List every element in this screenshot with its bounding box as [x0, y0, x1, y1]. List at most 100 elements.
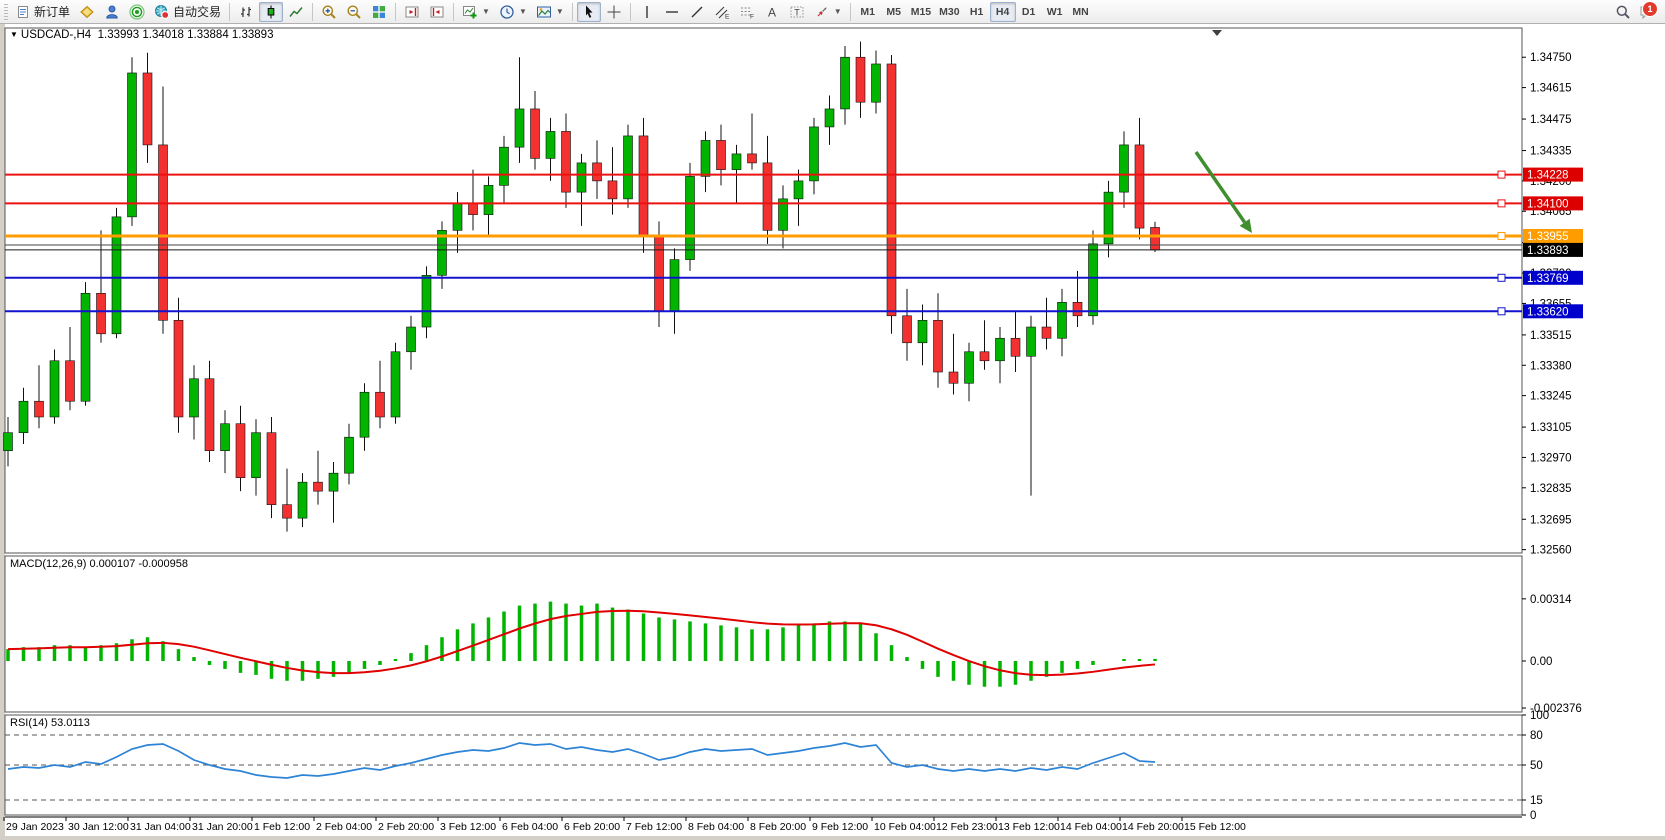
svg-text:1.33893: 1.33893: [1527, 245, 1569, 257]
chart-title: ▼ USDCAD-,H4 1.33993 1.34018 1.33884 1.33…: [10, 29, 273, 41]
time-axis-label: 2 Feb 20:00: [378, 821, 434, 833]
svg-text:1.33620: 1.33620: [1527, 306, 1569, 318]
fibonacci-tool-button[interactable]: F: [735, 2, 759, 22]
timeframe-h4-button[interactable]: H4: [989, 1, 1016, 22]
candle-body: [251, 432, 261, 478]
candle-body: [979, 351, 990, 362]
auto-scroll-icon: [405, 6, 419, 17]
line-anchor-marker[interactable]: [1497, 199, 1506, 208]
symbol-dropdown-icon[interactable]: ▼: [10, 30, 18, 39]
horizontal-lines-layer: [5, 170, 1522, 316]
svg-text:F: F: [750, 13, 754, 20]
fibonacci-icon: F: [740, 7, 754, 20]
candle-body: [220, 423, 230, 451]
dropdown-caret-icon: ▼: [482, 7, 490, 16]
price-chart-canvas[interactable]: 1.347501.346151.344751.343351.342001.340…: [0, 24, 1665, 840]
candle-body: [840, 56, 850, 110]
separator: [312, 2, 314, 21]
zoom-in-button[interactable]: [317, 2, 341, 22]
cursor-tool-button[interactable]: [576, 1, 601, 22]
time-axis-label: 3 Feb 12:00: [440, 821, 496, 833]
candle-body: [1057, 302, 1067, 339]
zoom-out-button[interactable]: [342, 2, 366, 22]
zoom-out-icon: [347, 5, 361, 19]
toolbar-grip[interactable]: [4, 3, 8, 20]
line-chart-mode-button[interactable]: [284, 2, 308, 22]
svg-text:1.34100: 1.34100: [1527, 198, 1569, 210]
rsi-axis-tick: 80: [1530, 730, 1543, 742]
auto-trading-icon: [155, 4, 170, 19]
candle-body: [421, 275, 432, 328]
horizontal-line-tool-button[interactable]: [660, 2, 684, 22]
accounts-button[interactable]: [100, 2, 124, 22]
time-axis-label: 29 Jan 2023: [6, 821, 64, 833]
person-icon: [106, 5, 118, 18]
tile-windows-button[interactable]: [367, 2, 391, 22]
candle-body: [313, 481, 323, 492]
candle-body: [948, 371, 959, 384]
dropdown-caret-icon: ▼: [833, 7, 842, 16]
bar-chart-mode-button[interactable]: [234, 2, 258, 22]
templates-button[interactable]: ▼: [532, 2, 568, 22]
candlestick-mode-button[interactable]: [259, 1, 284, 22]
vertical-line-tool-button[interactable]: [635, 2, 659, 22]
notification-badge: 1: [1642, 0, 1658, 17]
time-axis-label: 30 Jan 12:00: [68, 821, 129, 833]
time-axis-label: 15 Feb 12:00: [1184, 821, 1246, 833]
candle-body: [359, 391, 370, 438]
timeframe-h1-button[interactable]: H1: [964, 2, 990, 22]
timeframe-m30-button[interactable]: M30: [935, 2, 963, 22]
svg-text:1.33955: 1.33955: [1527, 231, 1569, 243]
separator: [629, 2, 631, 21]
text-tool-button[interactable]: A: [760, 2, 784, 22]
trendline-icon: [691, 6, 703, 17]
timeframe-m5-button[interactable]: M5: [881, 2, 907, 22]
toolbar-right-group: 1: [1611, 0, 1663, 22]
annotation-arrow[interactable]: [1194, 151, 1252, 233]
line-anchor-marker[interactable]: [1497, 231, 1506, 240]
timeframe-mn-button[interactable]: MN: [1068, 2, 1094, 22]
candle-body: [654, 236, 664, 312]
arrows-tool-button[interactable]: ▼: [810, 2, 846, 22]
price-axis-tick: 1.32835: [1530, 483, 1572, 495]
candle-body: [623, 135, 633, 200]
timeframe-m1-button[interactable]: M1: [855, 2, 881, 22]
svg-text:1.34228: 1.34228: [1527, 170, 1569, 182]
auto-trading-button[interactable]: 自动交易: [150, 2, 225, 22]
text-label-tool-button[interactable]: T: [785, 2, 809, 22]
trendline-tool-button[interactable]: [685, 2, 709, 22]
timeframe-w1-button[interactable]: W1: [1042, 2, 1068, 22]
candle-body: [886, 63, 897, 317]
timeframe-m15-button[interactable]: M15: [907, 2, 935, 22]
periods-button[interactable]: ▼: [495, 2, 531, 22]
auto-scroll-button[interactable]: [400, 2, 424, 22]
panel-frame: [4, 555, 1523, 713]
macd-panel-layer: [6, 601, 1157, 687]
candle-body: [1041, 326, 1052, 339]
line-chart-icon: [289, 6, 303, 17]
bar-chart-icon: [241, 6, 252, 17]
notifications-button[interactable]: 1: [1635, 0, 1659, 22]
search-button[interactable]: [1611, 2, 1635, 22]
new-order-button[interactable]: 新订单: [11, 2, 74, 22]
line-anchor-marker[interactable]: [1497, 273, 1506, 282]
line-anchor-marker[interactable]: [1497, 170, 1506, 179]
label-icon: T: [790, 6, 804, 17]
indicators-button[interactable]: ▼: [458, 2, 494, 22]
separator: [229, 2, 231, 21]
gold-symbols-button[interactable]: [75, 2, 99, 22]
chart-shift-button[interactable]: [425, 2, 449, 22]
template-icon: [536, 6, 551, 17]
new-order-label: 新订单: [34, 5, 71, 19]
candle-body: [235, 423, 246, 478]
equidistant-channel-tool-button[interactable]: E: [710, 2, 734, 22]
timeframe-d1-button[interactable]: D1: [1016, 2, 1042, 22]
line-anchor-marker[interactable]: [1497, 307, 1506, 316]
clock-icon: [500, 4, 514, 19]
svg-text:E: E: [725, 13, 730, 20]
candle-body: [142, 72, 153, 146]
chart-shift-marker[interactable]: [1212, 30, 1222, 36]
arrows-icon: [817, 6, 827, 16]
signals-button[interactable]: [125, 2, 149, 22]
crosshair-tool-button[interactable]: [602, 2, 626, 22]
